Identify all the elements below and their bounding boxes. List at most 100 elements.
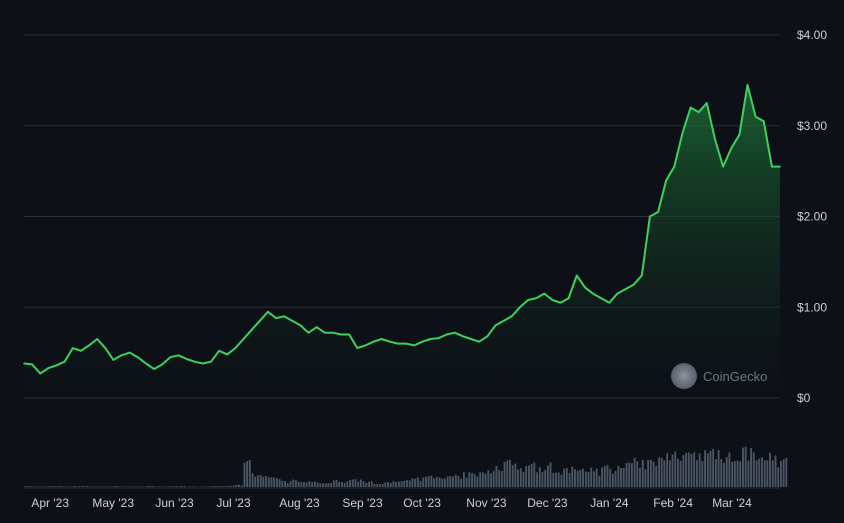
- volume-bar: [335, 479, 338, 487]
- y-tick-label: $3.00: [797, 119, 827, 133]
- volume-bar: [452, 476, 454, 487]
- volume-bar: [400, 481, 403, 487]
- price-point: [291, 320, 294, 322]
- x-tick-label: Apr '23: [31, 496, 69, 510]
- volume-bar: [774, 455, 777, 487]
- volume-bar: [655, 466, 658, 487]
- price-point: [380, 338, 383, 340]
- price-point: [372, 340, 375, 343]
- volume-bar: [316, 482, 319, 487]
- volume-bar: [26, 486, 29, 487]
- volume-bar: [611, 473, 614, 487]
- volume-bar: [278, 479, 281, 487]
- volume-bar: [549, 462, 552, 487]
- volume-bar: [576, 470, 579, 487]
- volume-bar: [370, 481, 373, 487]
- volume-bar: [210, 486, 213, 487]
- price-point: [397, 342, 399, 345]
- volume-bar: [490, 473, 492, 487]
- volume-bar: [503, 461, 506, 487]
- y-axis: $0 $1.00 $2.00 $3.00 $4.00: [797, 28, 827, 405]
- volume-bar: [517, 469, 519, 487]
- volume-bar: [224, 486, 227, 487]
- volume-bar: [568, 472, 571, 487]
- price-point: [478, 340, 481, 343]
- volume-bar: [446, 476, 449, 487]
- x-tick-label: Jun '23: [155, 496, 194, 510]
- volume-bar: [368, 481, 370, 487]
- volume-bar: [536, 472, 539, 487]
- price-point: [250, 329, 253, 331]
- price-point: [706, 102, 708, 104]
- volume-bar: [695, 460, 698, 487]
- volume-bar: [739, 461, 742, 487]
- price-point: [762, 120, 765, 123]
- price-point: [88, 344, 90, 347]
- price-point: [519, 306, 521, 309]
- x-tick-label: Sep '23: [342, 496, 383, 510]
- volume-bar: [221, 486, 224, 487]
- volume-bar: [598, 475, 601, 487]
- price-point: [137, 356, 139, 358]
- volume-bar: [595, 468, 598, 487]
- volume-bar: [441, 478, 444, 487]
- volume-bar: [644, 469, 647, 487]
- volume-bar: [479, 472, 482, 487]
- price-point: [128, 351, 131, 354]
- volume-bar: [457, 476, 460, 487]
- price-point: [104, 347, 107, 349]
- volume-bar: [411, 478, 414, 487]
- volume-bar: [251, 473, 254, 487]
- price-point: [454, 331, 456, 334]
- volume-bar: [238, 484, 240, 487]
- volume-bar: [663, 460, 666, 487]
- volume-bar: [387, 482, 389, 487]
- price-point: [275, 317, 277, 319]
- price-point: [697, 111, 700, 113]
- volume-bar: [484, 473, 487, 487]
- volume-bar: [362, 481, 365, 487]
- price-point: [299, 324, 302, 327]
- volume-bar: [780, 461, 782, 487]
- watermark-label: CoinGecko: [703, 369, 767, 384]
- volume-bar: [747, 460, 750, 487]
- volume-bar: [660, 457, 663, 487]
- volume-bar: [782, 459, 785, 487]
- volume-bar: [256, 475, 259, 487]
- volume-bar: [406, 479, 408, 487]
- volume-bar: [693, 452, 696, 487]
- volume-bar: [357, 481, 360, 487]
- volume-bar: [606, 465, 609, 487]
- volume-bar: [454, 474, 457, 487]
- area-layer: [24, 84, 780, 399]
- volume-bar: [435, 477, 438, 487]
- volume-bar: [170, 486, 173, 487]
- volume-bar: [384, 482, 387, 487]
- volume-bar: [300, 482, 303, 487]
- volume-bar: [72, 486, 75, 487]
- volume-bar: [557, 472, 560, 487]
- volume-bar: [183, 486, 186, 487]
- volume-bar: [262, 476, 265, 487]
- volume-bar: [343, 482, 346, 487]
- volume-bar: [582, 468, 585, 487]
- price-point: [234, 347, 237, 349]
- price-point: [31, 363, 33, 366]
- price-point: [470, 338, 472, 340]
- volume-bar: [443, 478, 446, 487]
- x-tick-label: Jan '24: [590, 496, 629, 510]
- price-point: [323, 331, 326, 334]
- volume-bar: [289, 481, 292, 487]
- volume-bar: [240, 485, 243, 487]
- volume-bar: [373, 483, 376, 487]
- price-point: [413, 344, 415, 347]
- volume-bar: [259, 475, 262, 487]
- volume-bar: [630, 463, 633, 487]
- price-point: [242, 338, 245, 340]
- volume-bar: [229, 485, 232, 487]
- volume-bar: [416, 477, 419, 487]
- volume-bar: [671, 454, 674, 487]
- volume-bar: [725, 457, 728, 487]
- volume-bar: [587, 472, 590, 487]
- price-point: [665, 179, 667, 181]
